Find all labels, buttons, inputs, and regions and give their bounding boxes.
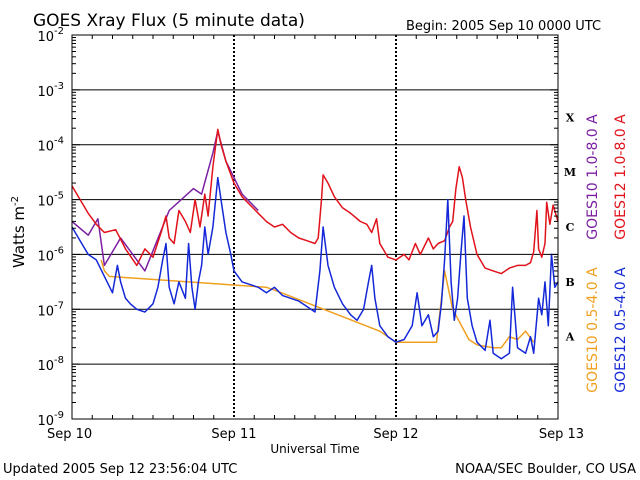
y-tick-label: 10-2 [37, 26, 64, 45]
source-text: NOAA/SEC Boulder, CO USA [455, 462, 636, 477]
y-tick-base: 10 [37, 140, 54, 155]
y-axis-label: Watts m-2 [10, 196, 28, 268]
x-tick-labels: Sep 10 Sep 11 Sep 12 Sep 13 [47, 427, 584, 442]
y-axis-label-text: Watts m [10, 206, 28, 268]
flare-class-label: A [565, 331, 575, 344]
legend-entry: GOES10 1.0-8.0 A [585, 114, 601, 240]
y-tick-base: 10 [37, 414, 54, 429]
legend-entry: GOES12 0.5-4.0 A [613, 267, 629, 393]
y-tick-label: 10-9 [37, 410, 64, 429]
x-tick-label: Sep 12 [373, 427, 418, 442]
y-tick-base: 10 [37, 195, 54, 210]
flare-class-label: B [565, 276, 574, 289]
begin-label: Begin: 2005 Sep 10 0000 UTC [406, 19, 601, 34]
legend-entry: GOES12 1.0-8.0 A [613, 114, 629, 240]
chart-title: GOES Xray Flux (5 minute data) [33, 11, 305, 31]
y-tick-label: 10-3 [37, 81, 64, 100]
series-line-1 [71, 128, 559, 275]
x-tick-label: Sep 13 [539, 427, 584, 442]
y-tick-exponent: -8 [54, 355, 64, 366]
y-tick-exponent: -6 [54, 245, 64, 256]
y-tick-base: 10 [37, 249, 54, 264]
series-line-3 [71, 176, 559, 360]
flare-class-labels: X M C B A [564, 111, 576, 343]
y-tick-label: 10-4 [37, 136, 64, 155]
updated-text: Updated 2005 Sep 12 23:56:04 UTC [3, 462, 237, 477]
legend: GOES10 1.0-8.0 A GOES12 1.0-8.0 A GOES10 0… [585, 114, 629, 393]
y-tick-label: 10-8 [37, 355, 64, 374]
y-tick-base: 10 [37, 85, 54, 100]
x-axis-label: Universal Time [270, 442, 359, 456]
svg-text:Watts m-2: Watts m-2 [10, 196, 28, 268]
flare-class-label: X [566, 111, 575, 124]
y-tick-exponent: -3 [54, 81, 64, 92]
y-tick-exponent: -2 [54, 26, 64, 37]
y-tick-base: 10 [37, 30, 54, 45]
y-tick-base: 10 [37, 359, 54, 374]
y-tick-exponent: -9 [54, 410, 64, 421]
y-tick-exponent: -7 [54, 300, 64, 311]
y-tick-exponent: -5 [54, 191, 64, 202]
y-tick-label: 10-7 [37, 300, 64, 319]
axis-ticks [72, 34, 558, 420]
x-tick-label: Sep 10 [47, 427, 92, 442]
y-tick-base: 10 [37, 304, 54, 319]
flare-class-label: C [566, 221, 575, 234]
y-axis-label-sup: -2 [10, 196, 21, 206]
y-tick-label: 10-5 [37, 191, 64, 210]
flare-class-label: M [564, 166, 576, 179]
series-lines [71, 128, 559, 360]
y-tick-labels: 10-210-310-410-510-610-710-810-9 [37, 26, 64, 429]
y-tick-label: 10-6 [37, 245, 64, 264]
legend-entry: GOES10 0.5-4.0 A [585, 267, 601, 393]
x-tick-label: Sep 11 [211, 427, 256, 442]
y-tick-exponent: -4 [54, 136, 64, 147]
